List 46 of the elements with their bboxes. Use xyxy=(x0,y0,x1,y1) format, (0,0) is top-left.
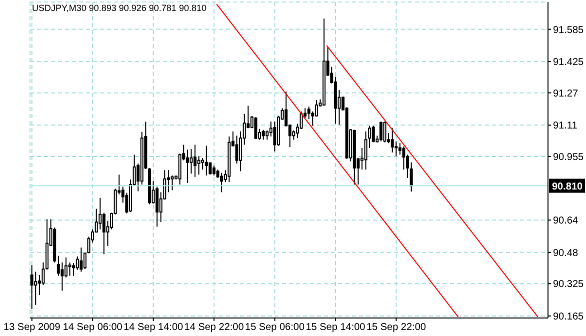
x-tick-label: 14 Sep 14:00 xyxy=(124,322,184,334)
chart-title: USDJPY,M30 90.893 90.926 90.781 90.810 xyxy=(32,3,206,13)
y-tick-label: 91.425 xyxy=(553,57,584,68)
candlestick xyxy=(235,135,238,164)
y-tick-label: 91.11 xyxy=(553,120,578,132)
candlestick xyxy=(64,256,68,278)
candlestick xyxy=(372,125,375,143)
ref-line-label: 90.810 xyxy=(552,182,584,193)
candlestick xyxy=(68,262,72,276)
candlestick xyxy=(220,172,224,193)
x-tick-label: 15 Sep 06:00 xyxy=(245,322,305,334)
candlestick xyxy=(98,197,102,230)
y-tick-label: 90.325 xyxy=(553,279,584,290)
candlestick xyxy=(410,162,413,192)
candlestick xyxy=(201,157,204,170)
candlestick xyxy=(186,149,189,184)
candlestick xyxy=(379,121,382,142)
y-tick-label: 90.165 xyxy=(553,312,584,323)
y-tick-label: 90.955 xyxy=(553,152,584,164)
candlestick xyxy=(266,130,269,140)
candlestick xyxy=(262,129,265,140)
y-tick-label: 90.48 xyxy=(553,248,578,259)
candlestick xyxy=(34,271,38,306)
x-tick-label: 14 Sep 06:00 xyxy=(62,322,123,334)
candlestick xyxy=(314,99,318,117)
candlestick xyxy=(204,145,208,176)
candlestick xyxy=(194,144,197,178)
candlestick xyxy=(212,165,216,176)
candlestick xyxy=(390,128,394,153)
x-tick-label: 14 Sep 22:00 xyxy=(184,322,244,334)
candlestick xyxy=(383,121,386,143)
candlestick xyxy=(190,148,193,174)
x-tick-label: 15 Sep 22:00 xyxy=(366,322,426,334)
candlestick xyxy=(80,247,83,272)
x-tick-label: 15 Sep 14:00 xyxy=(306,322,366,334)
y-tick-label: 91.27 xyxy=(553,88,578,100)
candlestick xyxy=(402,146,406,170)
candlestick xyxy=(102,212,106,255)
candlestick xyxy=(72,262,76,276)
candlestick xyxy=(197,156,200,176)
candlestick xyxy=(300,110,303,130)
y-tick-label: 91.585 xyxy=(553,24,584,36)
x-tick-label: 13 Sep 2009 xyxy=(4,322,61,334)
y-tick-label: 90.64 xyxy=(553,216,578,227)
candlestick xyxy=(254,116,258,140)
candlestick xyxy=(30,264,34,310)
